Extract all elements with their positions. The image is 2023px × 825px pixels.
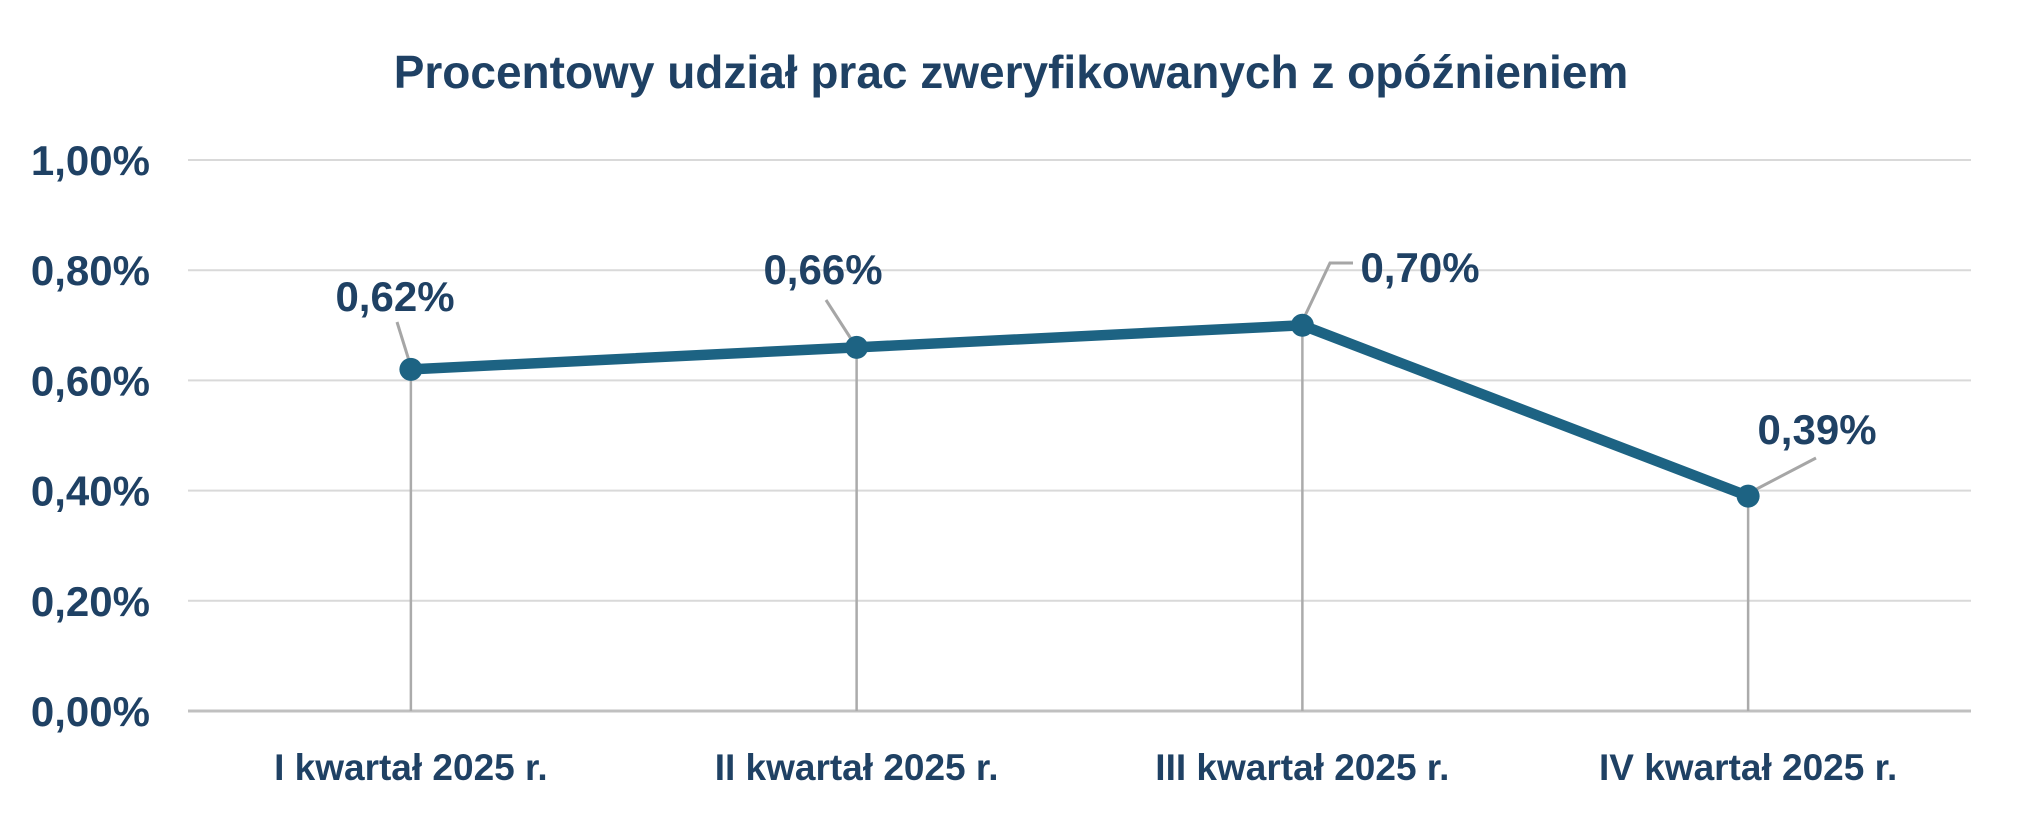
data-point-marker xyxy=(1290,313,1314,337)
x-axis-label: IV kwartał 2025 r. xyxy=(1599,747,1897,788)
y-tick-label: 0,20% xyxy=(31,578,150,625)
plot-area: 0,00% 0,20% 0,40% 0,60% 0,80% 1,00% 0,62% 0,66%… xyxy=(31,137,1971,788)
data-point-marker xyxy=(399,357,423,381)
data-label: 0,39% xyxy=(1757,406,1876,453)
chart-title: Procentowy udział prac zweryfikowanych z… xyxy=(394,46,1629,98)
data-point-marker xyxy=(845,335,869,359)
series-line xyxy=(405,320,1754,502)
data-label: 0,66% xyxy=(763,246,882,293)
x-axis-label: III kwartał 2025 r. xyxy=(1155,747,1449,788)
x-axis-label: I kwartał 2025 r. xyxy=(274,747,548,788)
leader-line xyxy=(824,299,857,346)
leader-line xyxy=(1300,261,1353,323)
data-label: 0,62% xyxy=(335,273,454,320)
data-label: 0,70% xyxy=(1360,244,1479,291)
leader-line xyxy=(1748,456,1817,495)
y-tick-label: 0,60% xyxy=(31,357,150,404)
y-tick-label: 1,00% xyxy=(31,137,150,184)
data-point-marker xyxy=(1736,484,1760,508)
x-axis-label: II kwartał 2025 r. xyxy=(715,747,999,788)
y-tick-label: 0,00% xyxy=(31,688,150,735)
y-tick-label: 0,80% xyxy=(31,247,150,294)
y-tick-label: 0,40% xyxy=(31,468,150,515)
